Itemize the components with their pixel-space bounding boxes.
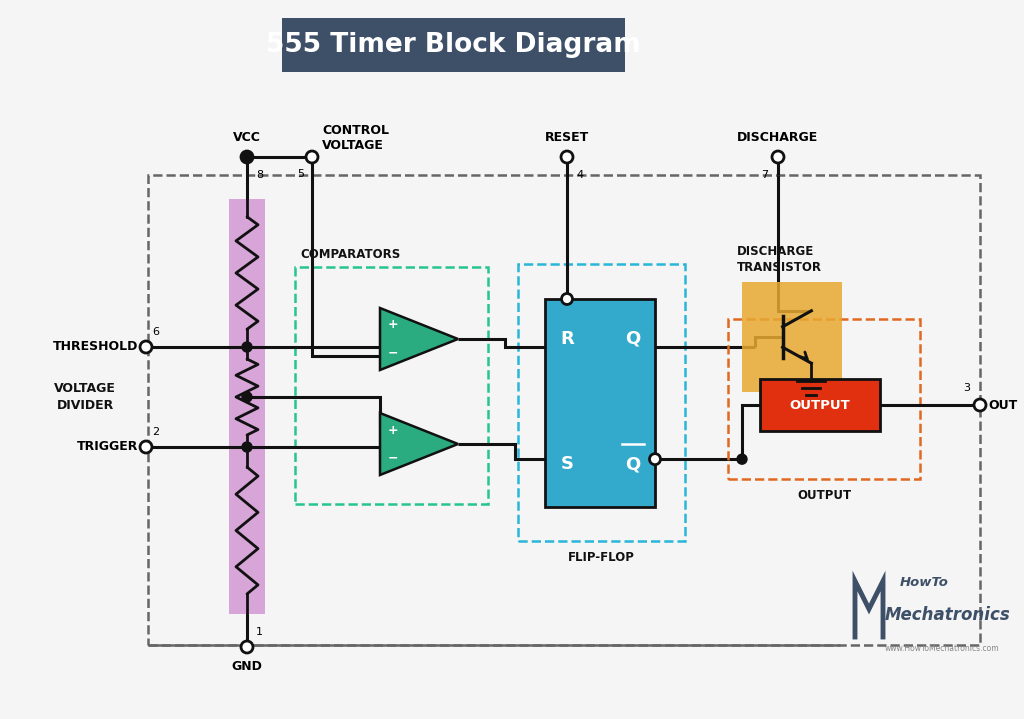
Circle shape (772, 151, 784, 163)
Circle shape (241, 641, 253, 653)
Polygon shape (380, 308, 458, 370)
Text: S: S (560, 455, 573, 473)
Text: Mechatronics: Mechatronics (885, 606, 1011, 624)
Circle shape (242, 152, 252, 162)
Text: VOLTAGE
DIVIDER: VOLTAGE DIVIDER (54, 382, 116, 412)
Text: www.HowToMechatronics.com: www.HowToMechatronics.com (885, 644, 999, 653)
Circle shape (242, 442, 252, 452)
Text: OUTPUT: OUTPUT (790, 398, 850, 411)
Circle shape (242, 392, 252, 402)
Bar (545, 299, 655, 507)
Text: HowTo: HowTo (900, 576, 949, 589)
Circle shape (140, 441, 152, 453)
Bar (728, 319, 920, 479)
Text: 555 Timer Block Diagram: 555 Timer Block Diagram (266, 32, 641, 58)
Circle shape (241, 151, 253, 163)
Text: R: R (560, 330, 573, 348)
Text: Q: Q (626, 330, 641, 348)
Circle shape (242, 342, 252, 352)
Bar (282, 18, 625, 72)
FancyArrowPatch shape (800, 352, 807, 359)
Text: 5: 5 (297, 169, 304, 179)
Text: TRIGGER: TRIGGER (77, 441, 138, 454)
Text: −: − (388, 452, 398, 464)
Text: 8: 8 (256, 170, 263, 180)
Text: 2: 2 (152, 427, 159, 437)
Circle shape (140, 341, 152, 353)
Circle shape (561, 151, 573, 163)
Bar (742, 282, 842, 392)
Text: 4: 4 (575, 170, 583, 180)
Circle shape (649, 454, 660, 464)
Text: DISCHARGE
TRANSISTOR: DISCHARGE TRANSISTOR (737, 245, 822, 274)
Bar (760, 379, 880, 431)
Text: FLIP-FLOP: FLIP-FLOP (568, 551, 635, 564)
Text: VCC: VCC (233, 131, 261, 144)
Text: GND: GND (231, 660, 262, 673)
Text: Q: Q (626, 455, 641, 473)
Text: OUTPUT: OUTPUT (797, 489, 851, 502)
Text: −: − (388, 347, 398, 360)
Polygon shape (380, 413, 458, 475)
Text: CONTROL
VOLTAGE: CONTROL VOLTAGE (322, 124, 389, 152)
Bar (148, 175, 980, 645)
Circle shape (561, 293, 572, 305)
Text: 3: 3 (963, 383, 970, 393)
Text: +: + (388, 319, 398, 331)
Circle shape (306, 151, 318, 163)
Text: +: + (388, 423, 398, 436)
Bar (229, 199, 265, 614)
Bar (295, 267, 488, 504)
Text: RESET: RESET (545, 131, 589, 144)
Text: THRESHOLD: THRESHOLD (52, 341, 138, 354)
Text: COMPARATORS: COMPARATORS (300, 248, 400, 261)
Circle shape (974, 399, 986, 411)
Bar (518, 264, 685, 541)
Text: 7: 7 (761, 170, 768, 180)
Text: DISCHARGE: DISCHARGE (737, 131, 818, 144)
Text: OUT: OUT (988, 398, 1017, 411)
Text: 6: 6 (152, 327, 159, 337)
Text: 1: 1 (256, 627, 263, 637)
Circle shape (737, 454, 746, 464)
